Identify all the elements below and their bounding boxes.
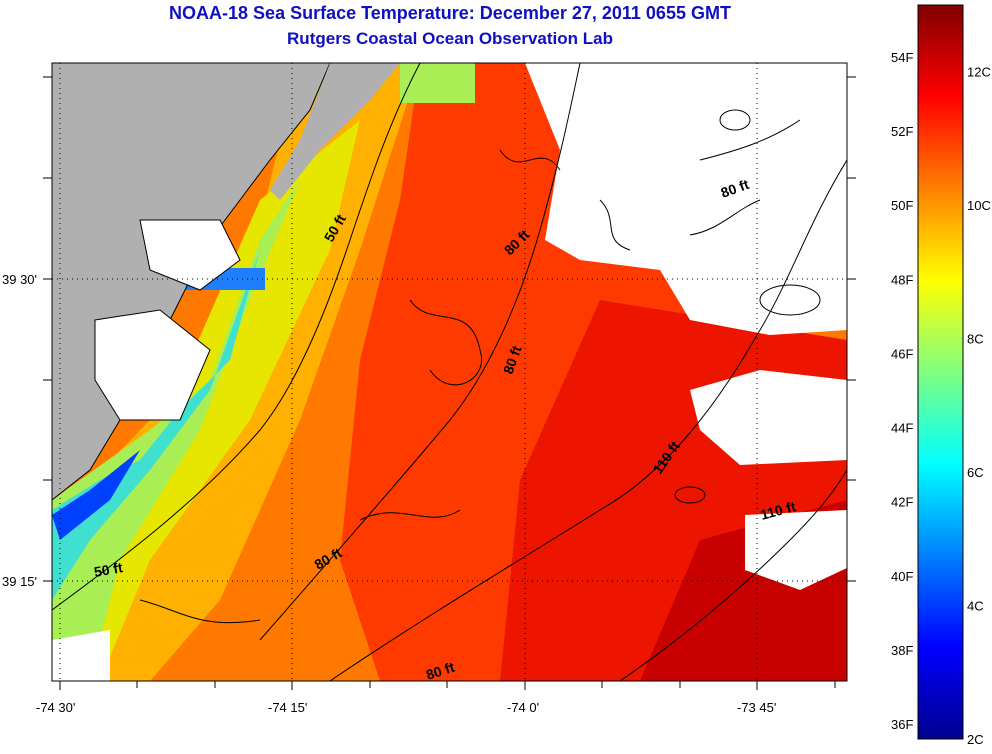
bathymetry-contours <box>52 63 847 681</box>
colorbar-gradient <box>917 4 964 740</box>
sst-green-patch <box>400 63 475 103</box>
colorbar-c-label: 12C <box>967 65 991 80</box>
map-frame <box>51 62 848 682</box>
no-data-region <box>525 63 847 335</box>
colorbar-c-label: 4C <box>967 599 984 614</box>
marsh-area <box>139 219 241 291</box>
x-tick-label: -73 45' <box>737 700 776 715</box>
x-tick-label: -74 15' <box>268 700 307 715</box>
contour-label: 50 ft <box>93 559 124 580</box>
colorbar-f-label: 42F <box>891 495 913 510</box>
y-tick-label: 39 30' <box>2 272 37 287</box>
colorbar-f-label: 52F <box>891 124 913 139</box>
marsh-area <box>94 309 211 421</box>
colorbar-f-label: 38F <box>891 643 913 658</box>
sst-cold-patch <box>52 450 140 540</box>
no-data-region <box>745 510 847 590</box>
colorbar-c-label: 6C <box>967 465 984 480</box>
colorbar-f-label: 54F <box>891 50 913 65</box>
map-grid <box>52 63 847 681</box>
colorbar-f-label: 50F <box>891 198 913 213</box>
chart-title: NOAA-18 Sea Surface Temperature: Decembe… <box>169 3 731 23</box>
x-tick-label: -74 0' <box>507 700 539 715</box>
colorbar-f-label: 40F <box>891 569 913 584</box>
x-tick-label: -74 30' <box>36 700 75 715</box>
y-tick-label: 39 15' <box>2 574 37 589</box>
no-data-region <box>52 630 110 681</box>
colorbar-c-label: 2C <box>967 732 984 747</box>
contour-label: 80 ft <box>424 659 457 683</box>
colorbar-c-label: 10C <box>967 198 991 213</box>
no-data-region <box>690 370 847 465</box>
chart-subtitle: Rutgers Coastal Ocean Observation Lab <box>287 29 613 48</box>
colorbar-c-label: 8C <box>967 332 984 347</box>
sst-cyan-band <box>52 250 260 600</box>
colorbar-f-label: 48F <box>891 272 913 287</box>
axis-ticks <box>43 76 856 690</box>
colorbar-f-label: 36F <box>891 717 913 732</box>
colorbar-f-label: 44F <box>891 421 913 436</box>
land-area <box>270 63 400 200</box>
colorbar-f-label: 46F <box>891 346 913 361</box>
